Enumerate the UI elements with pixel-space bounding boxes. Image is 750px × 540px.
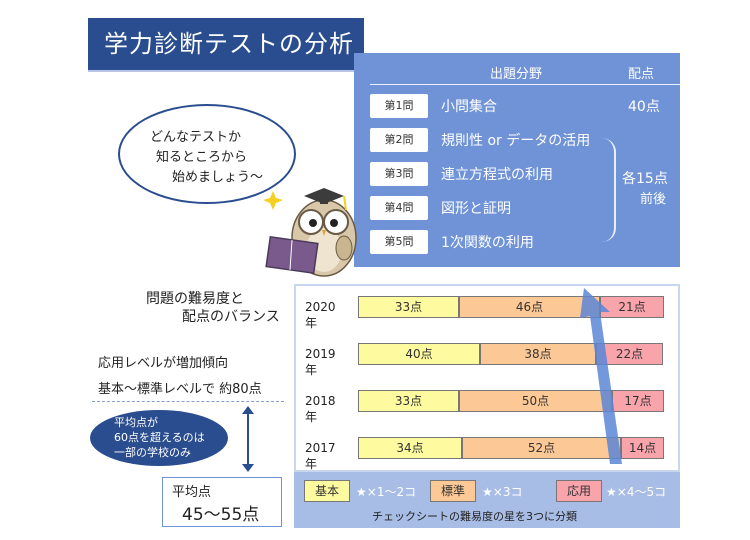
year-label: 2020年 [305,300,336,330]
year-label: 2017年 [305,441,336,471]
bar-segment-基本: 40点 [358,343,480,365]
trend-arrow-icon [580,288,622,464]
average-label: 平均点 [172,485,212,500]
field-4: 図形と証明 [441,201,511,217]
bar-segment-応用: 22点 [596,343,663,365]
legend-panel [294,472,680,528]
points-1: 40点 [628,99,660,115]
bar-segment-基本: 34点 [358,437,462,459]
owl-icon [263,188,357,277]
speech-line-2: 知るところから [156,150,248,165]
bar-segment-標準: 50点 [459,390,612,412]
speech-line-1: どんなテストか [150,130,242,145]
header-points: 配点 [628,67,655,82]
year-label: 2019年 [305,347,336,377]
section-badge-3: 第3問 [370,162,428,186]
legend-caption: チェックシートの難易度の星を3つに分類 [372,510,577,523]
bar-segment-応用: 14点 [621,437,664,459]
bar-segment-基本: 33点 [358,296,459,318]
bar-segment-基本: 33点 [358,390,459,412]
section-badge-1: 第1問 [370,94,428,118]
bar-segment-応用: 21点 [600,296,664,318]
bar-segment-標準: 46点 [459,296,600,318]
header-field: 出題分野 [490,67,543,82]
average-value: 45〜55点 [182,505,260,525]
note-line-3: 一部の学校のみ [114,446,191,459]
title-underline [88,70,366,72]
header-divider [370,84,680,85]
average-box [162,477,282,527]
field-2: 規則性 or データの活用 [441,133,591,149]
note-line-1: 平均点が [114,416,158,429]
note-bubble [90,410,228,466]
basic-std-text: 基本〜標準レベルで 約80点 [98,382,262,397]
divider-dashed [92,401,284,402]
page-title: 学力診断テストの分析 [88,18,364,70]
bar-segment-応用: 17点 [612,390,664,412]
legend-basic-note: ★×1〜2コ [356,485,417,499]
speech-line-3: 始めましょう〜 [172,170,264,185]
heading-line-1: 問題の難易度と [146,291,244,307]
section-badge-2: 第2問 [370,128,428,152]
range-arrow-icon [242,406,254,472]
section-badge-5: 第5問 [370,230,428,254]
brace [602,138,616,242]
field-3: 連立方程式の利用 [441,167,553,183]
legend-standard-note: ★×3コ [482,485,523,499]
legend-standard: 標準 [430,480,476,502]
points-rest-1: 各15点 [622,171,668,187]
note-text: 平均点が 60点を超えるのは 一部の学校のみ [114,415,205,460]
bar-segment-標準: 52点 [462,437,621,459]
heading-line-2: 配点のバランス [182,309,280,325]
bar-segment-標準: 38点 [480,343,596,365]
section-badge-4: 第4問 [370,196,428,220]
trend-text: 応用レベルが増加傾向 [98,356,229,371]
field-5: 1次関数の利用 [441,235,534,251]
note-line-2: 60点を超えるのは [114,431,205,444]
legend-basic: 基本 [304,480,350,502]
legend-applied: 応用 [556,480,602,502]
field-1: 小問集合 [441,99,497,115]
legend-applied-note: ★×4〜5コ [606,485,667,499]
speech-bubble [118,104,296,204]
speech-text: どんなテストか 知るところから 始めましょう〜 [150,128,263,188]
points-rest-2: 前後 [640,192,667,207]
year-label: 2018年 [305,394,336,424]
